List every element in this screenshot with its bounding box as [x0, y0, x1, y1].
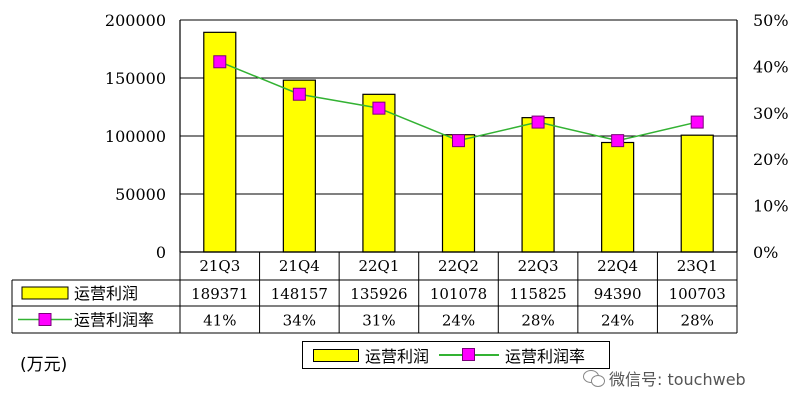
data-table: 21Q3 21Q4 22Q1 22Q2 22Q3 22Q4 23Q1 运营利润 189371 14…: [11, 251, 738, 334]
data-label: 101078: [430, 285, 487, 303]
bar-series: [203, 31, 714, 253]
legend-line-swatch: [439, 347, 500, 363]
legend-bar-swatch: [313, 348, 359, 362]
data-label: 28%: [521, 312, 554, 330]
line-marker: [690, 115, 704, 129]
data-label: 24%: [601, 312, 634, 330]
data-label: 34%: [283, 312, 316, 330]
line-marker: [531, 115, 545, 129]
legend: 运营利润 运营利润率: [302, 341, 610, 369]
right-tick-label: 50%: [753, 11, 789, 30]
bar: [680, 134, 714, 253]
right-tick-label: 40%: [753, 57, 789, 76]
bar: [282, 79, 316, 253]
category-label: 21Q3: [199, 257, 240, 275]
line-marker: [372, 101, 386, 115]
data-label: 115825: [509, 285, 566, 303]
bar: [362, 93, 396, 253]
bar: [441, 134, 476, 253]
row-series-name: 运营利润: [74, 284, 138, 303]
plot-frame: [179, 20, 738, 252]
line-marker: [452, 134, 465, 148]
right-tick-label: 10%: [753, 197, 789, 216]
line-series: [213, 55, 704, 148]
right-axis-labels: 0% 10% 20% 30% 40% 50%: [753, 11, 789, 262]
category-label: 22Q4: [597, 257, 638, 275]
bar: [601, 141, 635, 253]
data-label: 100703: [669, 285, 726, 303]
left-tick-label: 150000: [105, 69, 166, 88]
category-label: 22Q1: [358, 257, 399, 275]
data-label: 148157: [271, 285, 328, 303]
line-marker: [611, 134, 625, 148]
unit-label: (万元): [20, 355, 68, 375]
watermark-text: 微信号: touchweb: [609, 370, 746, 389]
row-series-name: 运营利润率: [74, 311, 154, 330]
data-label: 41%: [203, 312, 236, 330]
legend-bar-label: 运营利润: [365, 347, 430, 366]
left-axis-labels: 0 50000 100000 150000 200000: [105, 11, 166, 262]
category-label: 22Q2: [438, 257, 479, 275]
data-label: 94390: [594, 285, 642, 303]
bar: [521, 117, 555, 253]
data-label: 24%: [442, 312, 475, 330]
left-tick-label: 50000: [115, 185, 166, 204]
left-tick-label: 0: [156, 243, 166, 262]
wechat-icon: [583, 369, 605, 387]
line-marker: [213, 55, 227, 69]
row-swatch-bar: [21, 286, 69, 300]
category-label: 22Q3: [518, 257, 559, 275]
data-label: 31%: [362, 312, 395, 330]
category-label: 23Q1: [677, 257, 718, 275]
bar: [203, 31, 237, 253]
left-tick-label: 200000: [105, 11, 166, 30]
right-tick-label: 0%: [753, 243, 778, 262]
legend-line-label: 运营利润率: [505, 347, 586, 366]
category-label: 21Q4: [279, 257, 320, 275]
watermark: 微信号: touchweb: [583, 366, 746, 390]
data-label: 189371: [191, 285, 248, 303]
left-tick-label: 100000: [105, 127, 166, 146]
line-marker: [292, 87, 306, 101]
right-tick-label: 20%: [753, 150, 789, 169]
data-label: 135926: [350, 285, 407, 303]
data-label: 28%: [681, 312, 714, 330]
row-swatch-marker: [38, 313, 52, 326]
right-tick-label: 30%: [753, 104, 789, 123]
